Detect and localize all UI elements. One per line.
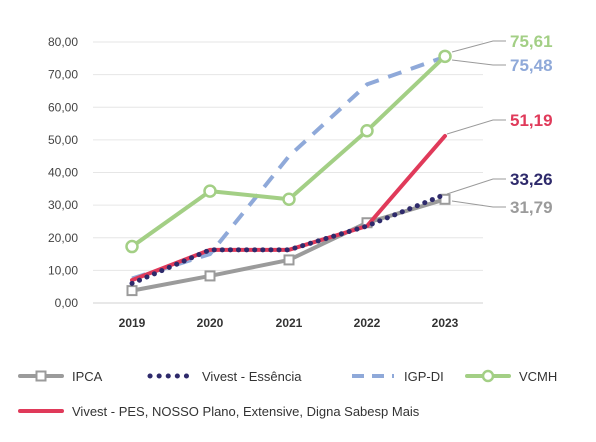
x-axis-ticks: 2019 2020 2021 2022 2023 <box>119 316 459 330</box>
legend-item-vivest-essencia: Vivest - Essência <box>147 369 302 384</box>
y-tick-label: 10,00 <box>48 263 78 277</box>
leader-line <box>451 200 506 208</box>
y-tick-label: 20,00 <box>48 231 78 245</box>
y-axis-ticks: 0,00 10,00 20,00 30,00 40,00 50,00 60,00 70,00 8… <box>48 35 78 310</box>
data-point <box>125 239 139 254</box>
legend-marker <box>35 370 47 382</box>
data-point <box>203 184 217 198</box>
series-vivest-essencia <box>129 191 448 286</box>
y-tick-label: 50,00 <box>48 133 78 147</box>
end-label-vivest-pes: 51,19 <box>510 111 553 130</box>
data-point <box>439 193 451 205</box>
data-point <box>438 49 452 64</box>
x-tick-label: 2023 <box>432 316 459 330</box>
series-line <box>131 54 446 281</box>
legend-label: Vivest - PES, NOSSO Plano, Extensive, Di… <box>72 404 420 419</box>
x-tick-label: 2019 <box>119 316 146 330</box>
series-lines <box>125 49 452 297</box>
end-label-igp-di: 75,48 <box>510 56 553 75</box>
end-label-ipca: 31,79 <box>510 198 553 217</box>
legend: IPCA Vivest - Essência IGP-DI VCMH Vivest - … <box>18 369 557 419</box>
legend-label: Vivest - Essência <box>202 369 302 384</box>
legend-label: IGP-DI <box>404 369 444 384</box>
legend-item-ipca: IPCA <box>18 369 103 384</box>
end-labels: 75,61 75,48 51,19 33,26 31,79 <box>510 32 553 217</box>
legend-label: IPCA <box>72 369 103 384</box>
series-vcmh <box>125 49 452 254</box>
x-tick-label: 2022 <box>354 316 381 330</box>
legend-item-vcmh: VCMH <box>465 369 557 384</box>
legend-item-igp-di: IGP-DI <box>352 369 444 384</box>
x-tick-label: 2020 <box>197 316 224 330</box>
legend-marker <box>481 369 495 383</box>
end-label-vcmh: 75,61 <box>510 32 553 51</box>
y-tick-label: 30,00 <box>48 198 78 212</box>
leader-line <box>446 119 506 135</box>
legend-label: VCMH <box>519 369 557 384</box>
legend-item-vivest-pes: Vivest - PES, NOSSO Plano, Extensive, Di… <box>18 404 420 419</box>
y-tick-label: 60,00 <box>48 100 78 114</box>
y-tick-label: 40,00 <box>48 166 78 180</box>
data-point <box>126 285 138 297</box>
data-point <box>283 254 295 266</box>
y-tick-label: 0,00 <box>55 296 79 310</box>
leader-line <box>446 178 506 195</box>
data-point <box>282 192 296 207</box>
data-point <box>204 270 216 282</box>
series-igp-di <box>131 54 446 281</box>
data-point <box>360 123 374 138</box>
y-tick-label: 70,00 <box>48 68 78 82</box>
y-tick-label: 80,00 <box>48 35 78 49</box>
leader-line <box>451 40 506 53</box>
x-tick-label: 2021 <box>276 316 303 330</box>
end-label-vivest-essencia: 33,26 <box>510 170 553 189</box>
end-label-leaders <box>446 40 506 208</box>
series-line <box>130 54 447 249</box>
leader-line <box>451 59 506 66</box>
